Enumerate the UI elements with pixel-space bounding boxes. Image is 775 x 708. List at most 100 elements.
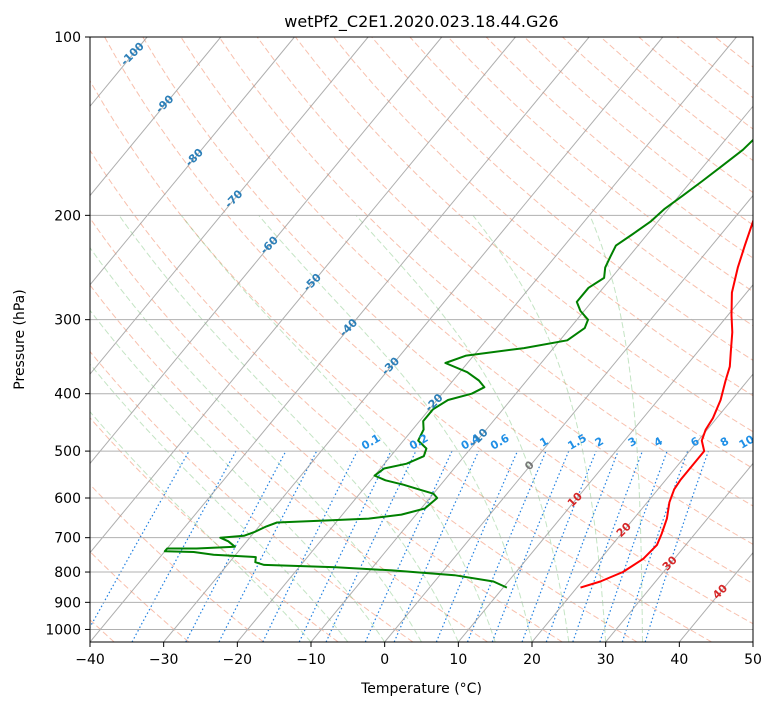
y-tick-label: 500 xyxy=(54,444,81,460)
isotherm xyxy=(457,284,753,642)
moist-adiabat xyxy=(258,214,533,642)
mixing-ratio-line xyxy=(545,450,619,642)
y-tick-label: 100 xyxy=(54,30,81,46)
dry-adiabat xyxy=(295,37,753,433)
dry-adiabat xyxy=(90,550,190,642)
mixing-ratio-line xyxy=(262,450,358,642)
x-tick-label: 30 xyxy=(597,652,615,668)
isotherm xyxy=(605,462,753,642)
y-tick-label: 400 xyxy=(54,387,81,403)
mixing-ratio-label: 1 xyxy=(538,435,551,450)
mixing-ratio-line xyxy=(185,450,287,642)
dewpoint-line xyxy=(163,138,753,589)
x-tick-label: 0 xyxy=(380,652,389,668)
y-tick-label: 1000 xyxy=(45,622,81,638)
mixing-ratio-label: 1.5 xyxy=(566,432,589,453)
isotherm xyxy=(236,37,737,642)
mixing-ratio-line xyxy=(298,450,392,642)
x-tick-label: 20 xyxy=(523,652,541,668)
isotherm xyxy=(90,37,295,286)
moist-adiabat xyxy=(118,215,459,642)
x-tick-label: 40 xyxy=(670,652,688,668)
x-axis-label: Temperature (°C) xyxy=(360,681,482,697)
dry-adiabat xyxy=(638,37,753,130)
moist-adiabat xyxy=(90,309,386,642)
isotherm xyxy=(163,37,664,642)
isotherm-label: -100 xyxy=(118,39,147,68)
dry-adiabat xyxy=(676,37,753,99)
mixing-ratio-line xyxy=(621,450,689,642)
mixing-ratio-line xyxy=(521,450,597,642)
moist-adiabat xyxy=(90,246,422,642)
mixing-ratio-label: 0.6 xyxy=(488,431,512,452)
y-tick-label: 600 xyxy=(54,491,81,507)
isotherm-label: -50 xyxy=(301,271,324,294)
y-tick-label: 900 xyxy=(54,595,81,611)
dry-adiabat xyxy=(714,37,753,68)
moist-adiabat xyxy=(90,363,349,642)
isotherm-label: -70 xyxy=(222,187,245,210)
isotherm xyxy=(90,37,222,197)
dry-adiabat xyxy=(752,37,753,38)
isotherm xyxy=(90,37,369,375)
mixing-ratio-label: 13 xyxy=(763,433,775,452)
dry-adiabat xyxy=(218,37,753,507)
moist-adiabat xyxy=(90,410,312,642)
dry-adiabat xyxy=(90,79,712,642)
isotherm xyxy=(384,194,753,642)
isotherm xyxy=(90,37,443,465)
y-tick-label: 700 xyxy=(54,531,81,547)
isotherm xyxy=(678,551,753,642)
dry-adiabat xyxy=(562,37,753,194)
dry-adiabat xyxy=(600,37,753,162)
mixing-ratio-line xyxy=(131,450,237,642)
x-tick-label: −20 xyxy=(223,652,253,668)
dry-adiabat xyxy=(90,350,414,642)
isotherm xyxy=(310,105,753,642)
x-tick-label: 50 xyxy=(744,652,762,668)
mixing-ratio-line xyxy=(491,450,570,642)
mixing-ratio-label: 4 xyxy=(652,434,665,449)
moist-adiabat xyxy=(180,214,496,642)
y-tick-label: 200 xyxy=(54,208,81,224)
dry-adiabat xyxy=(104,37,753,625)
mixing-ratio-line xyxy=(644,450,709,642)
dry-adiabat xyxy=(142,37,753,585)
x-tick-label: −10 xyxy=(296,652,326,668)
chart-title: wetPf2_C2E1.2020.023.18.44.G26 xyxy=(284,12,558,32)
mixing-ratio-label: 0.1 xyxy=(359,432,382,453)
mixing-ratio-label: 6 xyxy=(689,434,702,449)
dry-adiabat xyxy=(409,37,753,327)
mixing-ratio-line xyxy=(393,450,480,642)
dry-adiabat xyxy=(371,37,753,361)
isotherm-label: -90 xyxy=(153,92,176,115)
y-tick-label: 300 xyxy=(54,313,81,329)
dry-adiabat xyxy=(90,217,563,642)
mixing-ratio-label: 8 xyxy=(718,435,731,450)
isotherm xyxy=(531,373,753,642)
isotherm xyxy=(90,37,590,642)
temperature-line xyxy=(580,218,753,589)
dry-adiabat xyxy=(180,37,753,545)
plot-frame xyxy=(89,36,754,643)
dry-adiabat xyxy=(90,417,339,642)
dry-adiabat xyxy=(90,284,488,642)
moist-adiabat xyxy=(589,215,643,642)
mixing-ratio-label: 2 xyxy=(593,435,606,450)
moist-adiabat xyxy=(472,214,607,642)
dry-adiabat xyxy=(90,483,264,642)
mixing-ratio-line xyxy=(572,450,643,642)
x-tick-label: 10 xyxy=(449,652,467,668)
isotherm xyxy=(90,37,516,554)
y-axis-label: Pressure (hPa) xyxy=(12,289,28,389)
isotherm-label: -30 xyxy=(379,354,402,377)
dry-adiabat xyxy=(256,37,753,470)
isotherm-label: -80 xyxy=(183,146,206,169)
dry-adiabat xyxy=(333,37,753,397)
x-tick-label: −40 xyxy=(75,652,105,668)
y-tick-label: 800 xyxy=(54,565,81,581)
isotherm-label: -20 xyxy=(422,391,445,414)
dry-adiabat xyxy=(90,149,638,642)
mixing-ratio-line xyxy=(599,450,668,642)
isotherm xyxy=(752,641,753,642)
